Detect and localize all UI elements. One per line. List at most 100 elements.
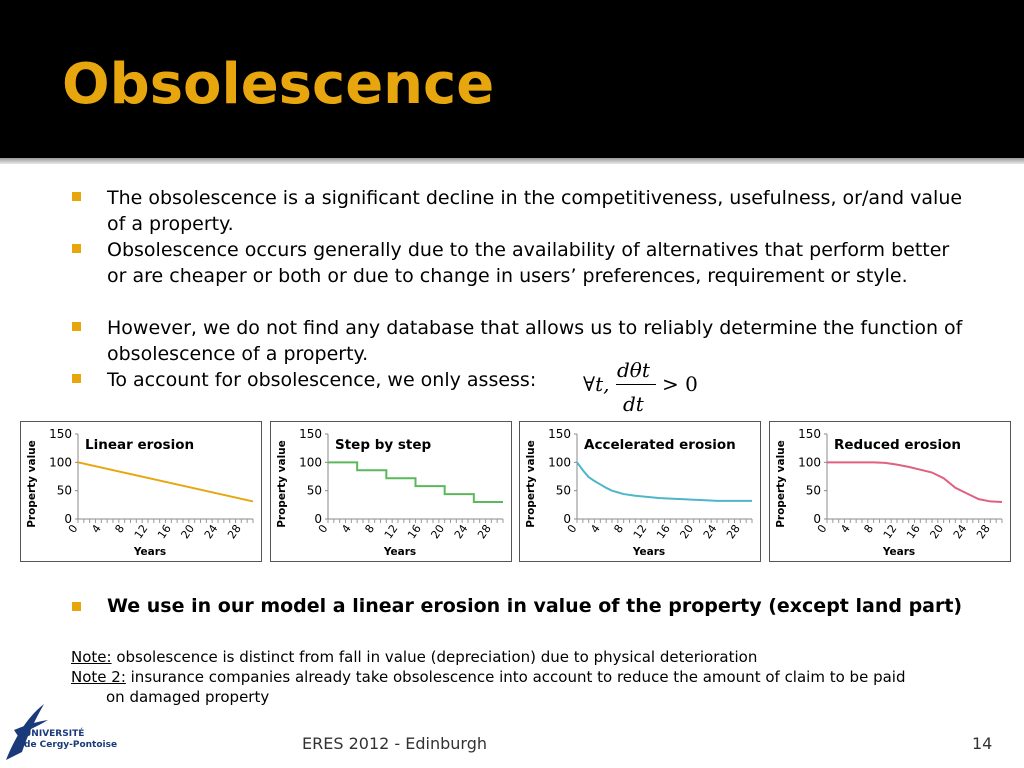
- y-tick-label: 0: [64, 512, 72, 526]
- note-1-label: Note:: [71, 648, 112, 666]
- y-tick-label: 50: [556, 484, 571, 498]
- y-axis-label: Property value: [26, 440, 38, 528]
- y-tick-label: 100: [798, 455, 821, 469]
- y-axis-label: Property value: [525, 440, 537, 528]
- x-axis-label: Years: [632, 546, 665, 558]
- bullet-text: The obsolescence is a significant declin…: [107, 187, 963, 235]
- x-tick-label: 12: [382, 522, 401, 541]
- x-tick-label: 16: [654, 522, 673, 541]
- x-tick-label: 0: [565, 522, 580, 535]
- title-divider: [0, 158, 1024, 164]
- page-number: 14: [972, 734, 993, 753]
- x-tick-label: 20: [178, 522, 197, 541]
- x-tick-label: 12: [881, 522, 900, 541]
- y-tick-label: 100: [49, 455, 72, 469]
- logo-text: UNIVERSITÉ de Cergy-Pontoise: [24, 729, 117, 751]
- x-tick-label: 24: [452, 522, 471, 541]
- note-2-label: Note 2:: [71, 668, 126, 686]
- note-1-text: obsolescence is distinct from fall in va…: [111, 648, 758, 666]
- bullet-item: Obsolescence occurs generally due to the…: [72, 237, 972, 289]
- chart-accelerated-erosion: 0 50 100 150 0 4 8 12 16 20 24 28 Accelerated erosio…: [519, 421, 761, 562]
- y-tick-label: 50: [806, 484, 821, 498]
- y-tick-label: 0: [813, 512, 821, 526]
- bullet-list: The obsolescence is a significant declin…: [72, 185, 972, 393]
- x-tick-label: 28: [974, 522, 993, 541]
- x-tick-label: 4: [339, 522, 354, 535]
- title-bar: [0, 0, 1024, 158]
- y-tick-label: 0: [314, 512, 322, 526]
- bullet-square-icon: [72, 602, 81, 611]
- y-tick-label: 50: [57, 484, 72, 498]
- x-axis-label: Years: [133, 546, 166, 558]
- model-bullet-text: We use in our model a linear erosion in …: [107, 595, 963, 617]
- x-tick-label: 28: [475, 522, 494, 541]
- bullet-item: The obsolescence is a significant declin…: [72, 185, 972, 237]
- bullet-text: However, we do not find any database tha…: [107, 317, 963, 365]
- x-tick-label: 0: [316, 522, 331, 535]
- bullet-square-icon: [72, 374, 81, 383]
- x-tick-label: 16: [405, 522, 424, 541]
- chart-step-by-step: 0 50 100 150 0 4 8 12 16 20 24 28 Step by step Years P…: [270, 421, 512, 562]
- bullet-item: However, we do not find any database tha…: [72, 315, 972, 367]
- chart-title: Linear erosion: [85, 437, 194, 453]
- x-axis-label: Years: [882, 546, 915, 558]
- x-tick-label: 20: [677, 522, 696, 541]
- x-tick-label: 8: [611, 522, 626, 535]
- y-tick-label: 150: [49, 427, 72, 441]
- chart-linear-erosion: 0 50 100 150 0 4 8 12 16 20 24 28 Linear erosion Year…: [20, 421, 262, 562]
- y-tick-label: 150: [548, 427, 571, 441]
- x-tick-label: 16: [155, 522, 174, 541]
- x-tick-label: 0: [66, 522, 81, 535]
- note-2-continuation: on damaged property: [106, 688, 270, 706]
- note-2: Note 2: insurance companies already take…: [71, 667, 971, 687]
- y-axis-label: Property value: [775, 440, 787, 528]
- x-tick-label: 4: [588, 522, 603, 535]
- chart-title: Reduced erosion: [834, 437, 961, 453]
- fraction-bar: [616, 384, 656, 385]
- y-tick-label: 100: [299, 455, 322, 469]
- x-tick-label: 8: [861, 522, 876, 535]
- x-axis-label: Years: [383, 546, 416, 558]
- chart-title: Accelerated erosion: [584, 437, 736, 453]
- x-tick-label: 4: [89, 522, 104, 535]
- formula-denominator: dt: [623, 392, 644, 416]
- y-tick-label: 150: [798, 427, 821, 441]
- x-tick-label: 12: [631, 522, 650, 541]
- bullet-square-icon: [72, 192, 81, 201]
- x-tick-label: 8: [112, 522, 127, 535]
- formula-relation: > 0: [662, 372, 698, 396]
- x-tick-label: 0: [815, 522, 830, 535]
- x-tick-label: 28: [724, 522, 743, 541]
- formula-numerator: dθt: [617, 358, 650, 382]
- y-tick-label: 0: [563, 512, 571, 526]
- slide-title: Obsolescence: [62, 52, 495, 117]
- y-tick-label: 50: [307, 484, 322, 498]
- series-line: [328, 461, 503, 503]
- x-tick-label: 24: [202, 522, 221, 541]
- y-axis-label: Property value: [276, 440, 288, 528]
- y-tick-label: 150: [299, 427, 322, 441]
- bullet-square-icon: [72, 244, 81, 253]
- model-bullet: We use in our model a linear erosion in …: [72, 595, 1024, 617]
- chart-reduced-erosion: 0 50 100 150 0 4 8 12 16 20 24 28 Reduced erosion Yea…: [769, 421, 1011, 562]
- logo-line-2: de Cergy-Pontoise: [24, 740, 118, 750]
- x-tick-label: 24: [951, 522, 970, 541]
- series-line: [576, 461, 752, 502]
- x-tick-label: 12: [132, 522, 151, 541]
- logo-line-1: UNIVERSITÉ: [24, 729, 85, 739]
- y-tick-label: 100: [548, 455, 571, 469]
- formula-prefix: ∀t,: [583, 372, 610, 396]
- bullet-text: Obsolescence occurs generally due to the…: [107, 239, 950, 287]
- series-line: [77, 461, 254, 503]
- x-tick-label: 16: [904, 522, 923, 541]
- x-tick-label: 8: [362, 522, 377, 535]
- chart-title: Step by step: [335, 437, 432, 453]
- notes-block: Note: obsolescence is distinct from fall…: [71, 647, 971, 707]
- university-logo: [6, 704, 48, 760]
- bullet-item: To account for obsolescence, we only ass…: [72, 367, 972, 393]
- x-tick-label: 20: [428, 522, 447, 541]
- x-tick-label: 24: [701, 522, 720, 541]
